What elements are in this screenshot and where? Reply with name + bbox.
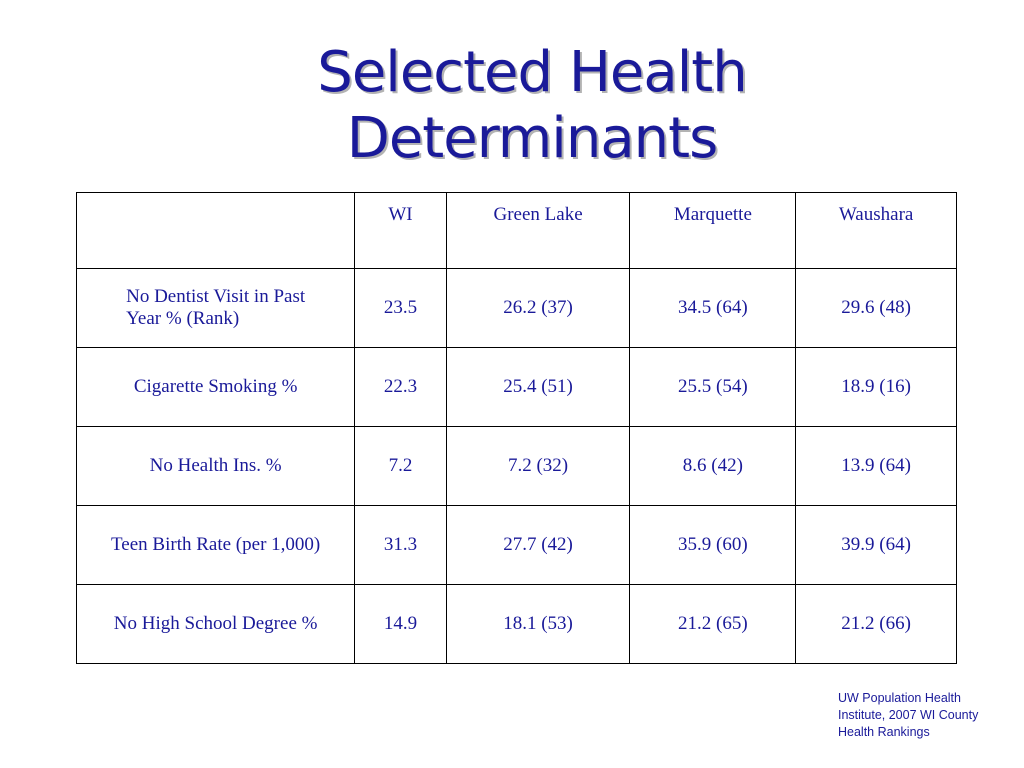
slide-title-line-1: Selected Health: [317, 40, 747, 105]
value-cell-wi: 31.3: [354, 505, 447, 585]
value-cell-wi: 22.3: [354, 347, 447, 427]
value-cell-waushara: 21.2 (66): [795, 584, 957, 664]
row-label: No Dentist Visit in Past Year % (Rank): [126, 286, 305, 330]
value-cell-green-lake: 25.4 (51): [445, 347, 631, 427]
value-cell-waushara: 29.6 (48): [795, 268, 957, 348]
row-label: No High School Degree %: [75, 584, 356, 664]
source-line-3: Health Rankings: [838, 725, 930, 739]
row-label-cell: No Dentist Visit in Past Year % (Rank): [75, 268, 356, 348]
value-cell-marquette: 8.6 (42): [629, 426, 797, 506]
table-row: No High School Degree % 14.9 18.1 (53) 2…: [75, 584, 957, 664]
row-label-line-1: No Dentist Visit in Past: [126, 286, 306, 307]
value-cell-marquette: 34.5 (64): [629, 268, 797, 348]
value-cell-green-lake: 27.7 (42): [445, 505, 631, 585]
value-cell-marquette: 35.9 (60): [629, 505, 797, 585]
header-cell-wi: WI: [354, 192, 447, 269]
health-determinants-table: WI Green Lake Marquette Waushara No Dent…: [75, 192, 957, 664]
row-label: Teen Birth Rate (per 1,000): [75, 505, 356, 585]
header-cell-green-lake: Green Lake: [445, 192, 631, 269]
value-cell-waushara: 39.9 (64): [795, 505, 957, 585]
row-label-line-2: Year % (Rank): [126, 308, 240, 329]
value-cell-wi: 23.5: [354, 268, 447, 348]
source-line-2: Institute, 2007 WI County: [838, 708, 979, 722]
slide-title: Selected Health Determinants: [212, 40, 852, 172]
value-cell-wi: 14.9: [354, 584, 447, 664]
value-cell-wi: 7.2: [354, 426, 447, 506]
header-cell-empty: [75, 192, 356, 269]
row-label: No Health Ins. %: [75, 426, 356, 506]
table-header-row: WI Green Lake Marquette Waushara: [75, 192, 957, 269]
value-cell-waushara: 13.9 (64): [795, 426, 957, 506]
value-cell-green-lake: 7.2 (32): [445, 426, 631, 506]
value-cell-waushara: 18.9 (16): [795, 347, 957, 427]
value-cell-green-lake: 26.2 (37): [445, 268, 631, 348]
slide-title-line-2: Determinants: [346, 106, 719, 171]
source-citation: UW Population Health Institute, 2007 WI …: [838, 690, 1018, 741]
source-line-1: UW Population Health: [838, 691, 961, 705]
table-row: No Dentist Visit in Past Year % (Rank) 2…: [75, 268, 957, 348]
value-cell-marquette: 21.2 (65): [629, 584, 797, 664]
table-row: Cigarette Smoking % 22.3 25.4 (51) 25.5 …: [75, 347, 957, 427]
header-cell-marquette: Marquette: [629, 192, 797, 269]
header-cell-waushara: Waushara: [795, 192, 957, 269]
table-row: Teen Birth Rate (per 1,000) 31.3 27.7 (4…: [75, 505, 957, 585]
row-label: Cigarette Smoking %: [75, 347, 356, 427]
value-cell-marquette: 25.5 (54): [629, 347, 797, 427]
table-row: No Health Ins. % 7.2 7.2 (32) 8.6 (42) 1…: [75, 426, 957, 506]
value-cell-green-lake: 18.1 (53): [445, 584, 631, 664]
